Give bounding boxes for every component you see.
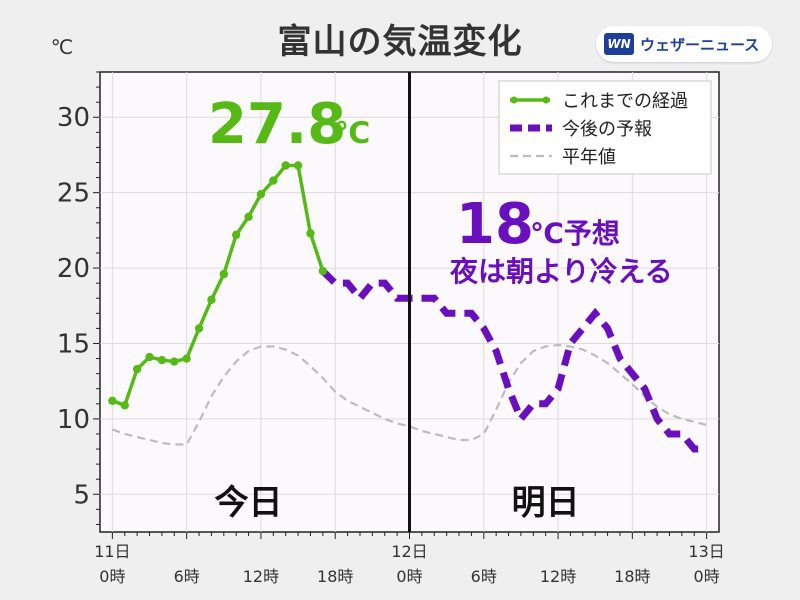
- data-point-observed: [269, 176, 278, 185]
- legend-item: 今後の予報: [510, 119, 652, 140]
- data-point-observed: [244, 212, 253, 221]
- x-tick-label-date: 12日: [391, 542, 427, 561]
- x-tick-label-date: 13日: [688, 542, 724, 561]
- x-tick-label-date: 11日: [94, 542, 130, 561]
- data-point-observed: [145, 352, 154, 362]
- legend-label: 今後の予報: [562, 119, 652, 140]
- brand-name: ウェザーニュース: [640, 36, 760, 54]
- x-tick-label-hour: 18時: [614, 567, 650, 586]
- day-label: 今日: [215, 483, 283, 523]
- x-tick-label-hour: 0時: [694, 567, 720, 586]
- weathernews-mark-icon: WN: [604, 33, 634, 55]
- legend-label: 平年値: [562, 147, 616, 168]
- x-tick-label-hour: 0時: [99, 567, 125, 586]
- forecast-temp-value: 18: [456, 192, 534, 257]
- x-tick-label-hour: 18時: [317, 567, 353, 586]
- series-line-normal: [112, 343, 707, 446]
- x-tick-label-hour: 6時: [471, 567, 497, 586]
- data-point-observed: [231, 230, 241, 240]
- y-axis-unit-label: ℃: [51, 35, 73, 59]
- data-point-observed: [108, 396, 117, 405]
- data-point-observed: [120, 401, 129, 410]
- legend-marker-observed: [510, 96, 518, 104]
- y-tick-label: 30: [57, 103, 90, 133]
- y-tick-label: 10: [57, 405, 90, 435]
- y-tick-label: 15: [57, 329, 90, 359]
- y-tick-label: 20: [57, 254, 90, 284]
- data-point-observed: [182, 354, 191, 363]
- data-point-observed: [318, 266, 328, 276]
- max-temp-value: 27.8: [208, 92, 346, 157]
- data-point-observed: [281, 161, 290, 170]
- x-tick-label-hour: 12時: [243, 567, 279, 586]
- legend-marker-observed: [542, 96, 550, 104]
- day-label: 明日: [512, 483, 580, 523]
- legend-item: これまでの経過: [510, 91, 688, 112]
- y-tick-label: 25: [57, 179, 90, 209]
- series-line-forecast: [320, 268, 707, 453]
- x-tick-label-hour: 12時: [540, 567, 576, 586]
- x-tick-label-hour: 6時: [174, 567, 200, 586]
- data-point-observed: [170, 357, 179, 366]
- legend-item: 平年値: [510, 147, 616, 168]
- data-point-observed: [306, 229, 315, 238]
- data-point-observed: [132, 364, 142, 374]
- page-title: 富山の気温変化: [277, 22, 523, 62]
- max-temp-unit: ℃: [334, 116, 370, 151]
- forecast-temp-unit: ℃予想: [530, 217, 620, 250]
- legend-label: これまでの経過: [562, 91, 688, 112]
- y-tick-label: 5: [73, 480, 90, 510]
- data-point-observed: [207, 295, 216, 304]
- data-point-observed: [293, 161, 303, 170]
- weathernews-logo: WN ウェザーニュース: [596, 26, 772, 62]
- x-tick-label-hour: 0時: [396, 567, 422, 586]
- data-point-observed: [157, 355, 167, 365]
- data-point-observed: [194, 324, 204, 333]
- data-point-observed: [219, 269, 228, 279]
- forecast-note: 夜は朝より冷える: [449, 255, 673, 288]
- data-point-observed: [256, 189, 266, 199]
